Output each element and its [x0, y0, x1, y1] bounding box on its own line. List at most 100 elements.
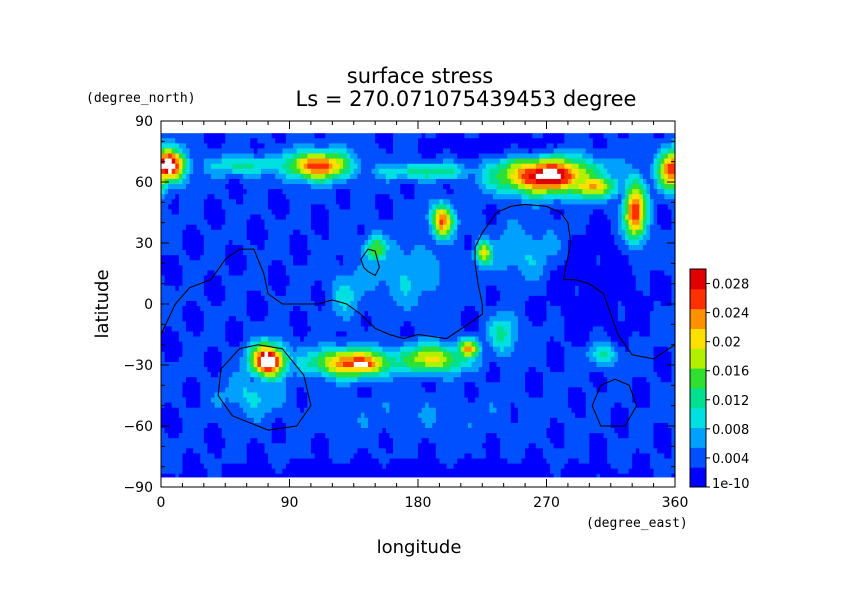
heatmap-cell: [243, 239, 248, 246]
heatmap-cell: [364, 138, 369, 144]
heatmap-cell: [368, 300, 373, 307]
heatmap-cell: [335, 143, 341, 150]
heatmap-cell: [357, 300, 362, 307]
heatmap-cell: [657, 295, 662, 302]
heatmap-cell: [617, 275, 623, 282]
heatmap-cell: [435, 245, 441, 251]
heatmap-cell: [161, 209, 166, 216]
heatmap-cell: [578, 158, 583, 165]
heatmap-cell: [239, 184, 244, 190]
heatmap-cell: [403, 184, 408, 190]
heatmap-cell: [378, 214, 383, 221]
heatmap-cell: [507, 290, 512, 297]
heatmap-cell: [218, 229, 223, 236]
heatmap-cell: [346, 143, 351, 150]
heatmap-cell: [432, 163, 437, 170]
heatmap-cell: [253, 148, 258, 155]
heatmap-cell: [193, 214, 198, 221]
heatmap-cell: [268, 163, 273, 170]
heatmap-cell: [532, 214, 537, 221]
heatmap-cell: [560, 234, 565, 241]
heatmap-cell: [335, 178, 341, 185]
heatmap-cell: [425, 219, 430, 226]
heatmap-cell: [607, 255, 612, 261]
heatmap-cell: [168, 204, 173, 211]
heatmap-cell: [617, 229, 623, 236]
heatmap-cell: [592, 194, 598, 200]
heatmap-cell: [168, 214, 173, 221]
heatmap-cell: [607, 143, 612, 150]
heatmap-cell: [589, 300, 594, 307]
heatmap-cell: [564, 224, 569, 231]
heatmap-cell: [382, 306, 387, 312]
heatmap-cell: [650, 163, 655, 170]
heatmap-cell: [628, 214, 633, 221]
heatmap-cell: [268, 265, 273, 272]
heatmap-cell: [592, 260, 598, 266]
heatmap-cell: [492, 133, 498, 139]
heatmap-cell: [628, 133, 633, 139]
heatmap-cell: [575, 138, 580, 144]
heatmap-cell: [667, 275, 673, 282]
heatmap-cell: [182, 148, 187, 155]
heatmap-cell: [328, 285, 333, 292]
heatmap-cell: [564, 158, 569, 165]
heatmap-cell: [203, 148, 208, 155]
heatmap-cell: [289, 133, 294, 139]
heatmap-cell: [278, 184, 283, 190]
heatmap-cell: [296, 255, 301, 261]
heatmap-cell: [535, 265, 540, 272]
heatmap-cell: [357, 245, 362, 251]
heatmap-cell: [635, 163, 640, 170]
heatmap-cell: [457, 290, 462, 297]
heatmap-cell: [321, 153, 326, 160]
heatmap-cell: [657, 260, 662, 266]
heatmap-cell: [371, 234, 376, 241]
heatmap-cell: [442, 290, 448, 297]
heatmap-cell: [200, 265, 205, 272]
heatmap-cell: [346, 214, 351, 221]
heatmap-cell: [592, 163, 598, 170]
heatmap-cell: [407, 260, 412, 266]
heatmap-cell: [660, 280, 665, 287]
heatmap-cell: [171, 234, 176, 241]
heatmap-cell: [218, 133, 223, 139]
heatmap-cell: [471, 194, 476, 200]
heatmap-cell: [203, 250, 208, 256]
heatmap-cell: [578, 133, 583, 139]
heatmap-cell: [221, 224, 226, 231]
heatmap-cell: [471, 239, 476, 246]
heatmap-cell: [335, 280, 341, 287]
heatmap-cell: [632, 143, 637, 150]
heatmap-cell: [514, 229, 519, 236]
heatmap-cell: [428, 300, 433, 307]
heatmap-cell: [596, 260, 601, 266]
heatmap-cell: [428, 224, 433, 231]
heatmap-cell: [293, 158, 298, 165]
heatmap-cell: [460, 250, 465, 256]
heatmap-cell: [228, 209, 233, 216]
heatmap-cell: [193, 163, 198, 170]
heatmap-cell: [453, 250, 458, 256]
heatmap-cell: [621, 143, 626, 150]
heatmap-cell: [382, 153, 387, 160]
heatmap-cell: [168, 239, 173, 246]
heatmap-cell: [546, 239, 551, 246]
heatmap-cell: [410, 173, 416, 180]
heatmap-cell: [228, 163, 233, 170]
heatmap-cell: [285, 173, 291, 180]
heatmap-cell: [464, 133, 469, 139]
heatmap-cell: [475, 178, 480, 185]
heatmap-cell: [246, 265, 251, 272]
heatmap-cell: [364, 239, 369, 246]
heatmap-cell: [507, 219, 512, 226]
heatmap-cell: [325, 300, 330, 307]
heatmap-cell: [517, 229, 523, 236]
heatmap-cell: [614, 209, 619, 216]
heatmap-cell: [246, 280, 251, 287]
heatmap-cell: [657, 204, 662, 211]
heatmap-cell: [250, 158, 255, 165]
heatmap-cell: [275, 138, 280, 144]
heatmap-cell: [621, 239, 626, 246]
heatmap-cell: [418, 239, 423, 246]
